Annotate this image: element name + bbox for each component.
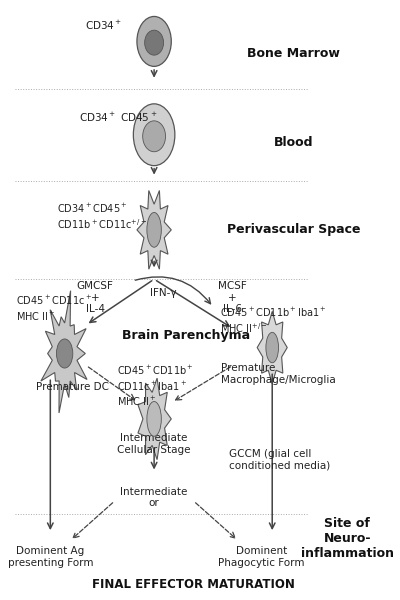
- Text: CD45$^+$CD11b$^+$
CD11c$^+$Iba1$^+$
MHC II$^+$: CD45$^+$CD11b$^+$ CD11c$^+$Iba1$^+$ MHC …: [116, 364, 193, 408]
- Text: Intermediate
Cellular Stage: Intermediate Cellular Stage: [117, 433, 191, 455]
- Ellipse shape: [147, 212, 161, 247]
- Text: CD34$^+$: CD34$^+$: [84, 19, 122, 32]
- Text: GMCSF
+
IL-4: GMCSF + IL-4: [77, 281, 114, 314]
- Ellipse shape: [143, 121, 166, 152]
- Polygon shape: [41, 290, 87, 413]
- Text: CD34$^+$CD45$^+$
CD11b$^+$CD11c$^{+/-}$: CD34$^+$CD45$^+$ CD11b$^+$CD11c$^{+/-}$: [58, 202, 148, 232]
- Ellipse shape: [56, 339, 73, 368]
- Ellipse shape: [145, 30, 164, 55]
- Ellipse shape: [147, 401, 161, 436]
- Text: Intermediate
or: Intermediate or: [120, 487, 188, 508]
- Ellipse shape: [266, 332, 278, 363]
- Text: CD45$^+$CD11b$^+$Iba1$^+$
MHC II$^{+/-}$: CD45$^+$CD11b$^+$Iba1$^+$ MHC II$^{+/-}$: [220, 305, 327, 335]
- Text: IFN-γ: IFN-γ: [150, 288, 176, 298]
- Text: Premature DC: Premature DC: [36, 382, 109, 392]
- Text: MCSF
+
IL-6: MCSF + IL-6: [218, 281, 246, 314]
- Ellipse shape: [137, 16, 171, 67]
- Text: Premature
Macrophage/Microglia: Premature Macrophage/Microglia: [221, 363, 336, 385]
- Text: Perivascular Space: Perivascular Space: [227, 223, 360, 236]
- Text: Brain Parenchyma: Brain Parenchyma: [122, 329, 250, 342]
- Text: CD45$^+$CD11c$^+$
MHC II$^+$: CD45$^+$CD11c$^+$ MHC II$^+$: [16, 294, 92, 323]
- Ellipse shape: [133, 104, 175, 166]
- Text: Blood: Blood: [274, 136, 314, 149]
- Polygon shape: [138, 378, 171, 460]
- Text: Dominent Ag
presenting Form: Dominent Ag presenting Form: [8, 546, 93, 568]
- Text: Site of
Neuro-
inflammation: Site of Neuro- inflammation: [301, 517, 394, 560]
- Text: Dominent
Phagocytic Form: Dominent Phagocytic Form: [218, 546, 305, 568]
- Text: FINAL EFFECTOR MATURATION: FINAL EFFECTOR MATURATION: [92, 578, 295, 590]
- Polygon shape: [257, 311, 287, 384]
- Text: GCCM (glial cell
conditioned media): GCCM (glial cell conditioned media): [229, 449, 330, 470]
- Polygon shape: [137, 191, 171, 269]
- Text: Bone Marrow: Bone Marrow: [247, 47, 340, 60]
- Text: CD34$^+$ CD45$^+$: CD34$^+$ CD45$^+$: [79, 111, 157, 124]
